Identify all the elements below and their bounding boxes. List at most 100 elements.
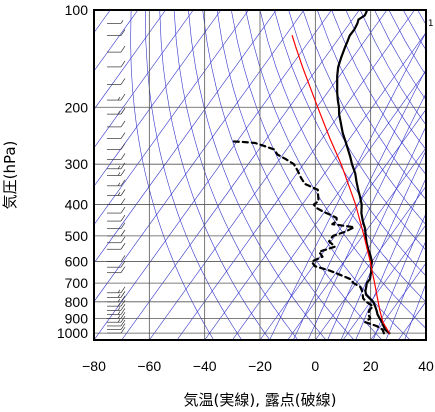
isotherm-line — [342, 224, 426, 340]
x-tick-label: 20 — [363, 358, 379, 374]
y-tick-label: 300 — [65, 156, 89, 172]
wind-barb-flag — [120, 316, 126, 323]
wind-barb-flag — [120, 206, 126, 214]
wind-barb-half-flag — [117, 307, 121, 311]
wind-barb — [107, 236, 126, 244]
wind-barb-half-flag — [117, 182, 121, 187]
wind-barb — [107, 20, 124, 24]
y-tick-label: 200 — [65, 99, 89, 115]
wind-barb-half-flag — [117, 96, 121, 101]
x-tick-label: 40 — [418, 358, 434, 374]
mixing-ratio-line — [269, 31, 426, 340]
wind-barb — [107, 295, 126, 303]
wind-barb — [107, 169, 126, 176]
wind-barb-flag — [120, 214, 126, 222]
dry-adiabat-line — [130, 10, 214, 340]
wind-barb-half-flag — [117, 172, 121, 176]
wind-barb — [107, 143, 126, 150]
sounding-profiles — [230, 10, 391, 335]
wind-barb-flag — [120, 132, 126, 139]
y-axis-title: 気圧(hPa) — [1, 141, 19, 210]
dry-adiabat-line — [245, 10, 426, 329]
wind-barb — [107, 326, 126, 334]
dry-adiabat-line — [274, 10, 426, 277]
dry-adiabat-line — [302, 10, 426, 226]
wind-barb-flag — [120, 326, 126, 334]
y-tick-label: 1000 — [57, 325, 88, 341]
dry-adiabat-line — [145, 10, 243, 340]
dry-adiabat-line — [202, 10, 355, 340]
wind-barb-half-flag — [117, 165, 121, 169]
dry-adiabat-line — [345, 10, 426, 151]
wind-barb-half-flag — [117, 319, 121, 323]
isotherm-line — [232, 70, 426, 340]
wind-barb-flag — [120, 308, 126, 315]
wind-barb-flag — [120, 286, 126, 293]
guide-lines — [94, 10, 426, 340]
wind-barb-flag — [120, 78, 126, 85]
wind-barb — [107, 299, 126, 307]
x-tick-label: −80 — [82, 358, 106, 374]
dewpoint-profile-line — [230, 140, 385, 335]
y-tick-label: 800 — [65, 294, 89, 310]
mixing-ratio-line — [293, 68, 426, 340]
isotherm-line — [204, 32, 426, 340]
wind-barb-half-flag — [117, 192, 121, 196]
x-tick-label: 0 — [311, 358, 319, 374]
y-tick-label: 500 — [65, 228, 89, 244]
wind-barb — [107, 60, 126, 68]
isotherm-line — [176, 10, 415, 340]
wind-barb-flag — [120, 107, 126, 115]
wind-barb-flag — [120, 169, 126, 176]
mixing-ratio-line — [372, 212, 426, 340]
wind-barb-flag — [120, 143, 126, 150]
wind-barb-flag — [120, 299, 126, 307]
wind-barb-half-flag — [117, 294, 121, 298]
wind-barb-flag — [120, 266, 126, 273]
x-tick-label: −60 — [137, 358, 161, 374]
wind-barb — [107, 198, 126, 205]
dry-adiabat-line — [188, 10, 327, 340]
wind-barb — [107, 291, 126, 298]
dry-adiabat-line — [317, 10, 426, 201]
wind-barb-flag — [120, 295, 126, 303]
wind-barb — [107, 323, 126, 330]
wind-barb-flag — [120, 260, 126, 268]
wind-barb-flag — [120, 60, 126, 68]
isotherm-line — [94, 10, 222, 187]
wind-barb-flag — [120, 222, 126, 229]
wind-barb-half-flag — [117, 298, 121, 303]
wind-barb — [107, 312, 126, 319]
wind-barb — [107, 93, 126, 101]
wind-barb — [107, 29, 126, 36]
wind-barb — [107, 316, 126, 323]
temperature-profile-line — [336, 10, 391, 335]
mixing-ratio-line — [404, 282, 426, 340]
mixing-ratio-line — [327, 125, 426, 340]
mixing-ratio-label: 1 — [428, 19, 434, 29]
wind-barb-half-flag — [117, 289, 121, 293]
wind-barb-flag — [120, 319, 126, 327]
wind-barb-flag — [120, 93, 126, 101]
parcel-profile-line — [291, 35, 390, 334]
wind-barb-flag — [120, 323, 126, 330]
mixing-ratio-line — [355, 177, 426, 340]
wind-barb-half-flag — [117, 311, 121, 315]
x-tick-label: −40 — [193, 358, 217, 374]
wind-barb-flag — [120, 189, 126, 196]
wind-barb — [107, 260, 126, 268]
x-tick-label: −20 — [248, 358, 272, 374]
y-tick-label: 700 — [65, 275, 89, 291]
wind-barb — [107, 308, 126, 315]
isotherm-line — [94, 10, 277, 264]
isotherm-line — [94, 10, 332, 340]
wind-barb — [107, 266, 126, 274]
wind-barb — [107, 222, 126, 230]
wind-barbs — [107, 20, 126, 334]
wind-barb — [107, 243, 126, 250]
wind-barb — [107, 255, 126, 262]
wind-barb — [107, 304, 126, 311]
isotherm-line — [121, 10, 360, 340]
y-tick-label: 100 — [65, 2, 89, 18]
